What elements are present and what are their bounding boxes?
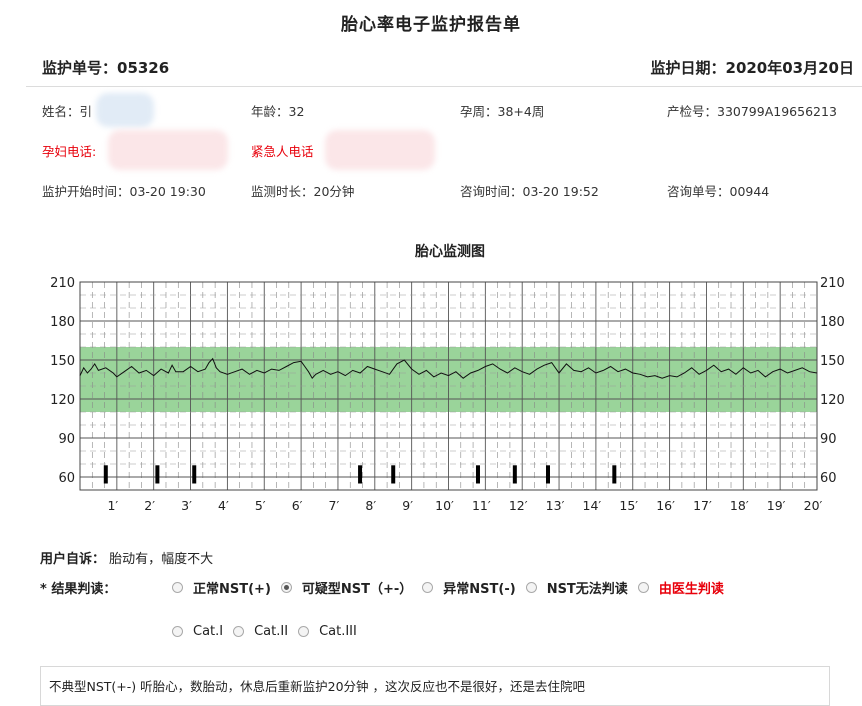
x-tick-label: 3′ [181, 498, 192, 513]
radio-button[interactable] [172, 582, 183, 593]
category-option[interactable]: Cat.II [233, 624, 288, 639]
x-tick-label: 9′ [402, 498, 413, 513]
patient-name: 姓名：引 [42, 101, 92, 120]
chart-frame [79, 281, 818, 491]
x-tick-label: 20′ [804, 498, 823, 513]
monitor-order-number: 监护单号：05326 [42, 59, 170, 77]
x-tick-label: 1′ [107, 498, 118, 513]
y-tick-label-left: 90 [58, 432, 75, 447]
monitor-duration: 监测时长：20分钟 [251, 184, 355, 199]
result-option-label: 正常NST(+) [193, 582, 271, 597]
complaint-label: 用户自诉： [40, 552, 106, 567]
result-label: * 结果判读： [40, 582, 117, 597]
complaint-text: 胎动有，幅度不大 [109, 552, 214, 567]
y-tick-label-right: 180 [820, 315, 845, 330]
radio-button[interactable] [233, 626, 245, 637]
fetal-heart-chart: 210 210 180 180 150 150 120 120 90 90 60 60 1′ 2′ 3′ 4′… [50, 276, 845, 513]
result-option-label: NST无法判读 [546, 582, 628, 597]
report-title: 胎心率电子监护报告单 [341, 15, 521, 35]
x-tick-label: 13′ [546, 498, 565, 513]
result-option-label: 由医生判读 [658, 582, 724, 597]
x-tick-label: 4′ [218, 498, 229, 513]
x-tick-label: 10′ [435, 498, 454, 513]
y-tick-label-right: 90 [820, 432, 837, 447]
y-tick-label-left: 150 [50, 354, 75, 369]
fetal-movement-mark [358, 465, 363, 484]
result-option[interactable]: 正常NST(+) [172, 578, 271, 597]
x-tick-label: 2′ [144, 498, 155, 513]
user-complaint: 用户自诉： 胎动有，幅度不大 [40, 548, 213, 567]
fetal-movement-mark [391, 465, 396, 484]
x-tick-label: 18′ [730, 498, 749, 513]
monitor-date: 监护日期：2020年03月20日 [650, 59, 855, 77]
x-tick-label: 5′ [255, 498, 266, 513]
doctor-note[interactable]: 不典型NST(+-) 听胎心，数胎动，休息后重新监护20分钟 ，这次反应也不是很… [40, 666, 830, 706]
category-options: Cat.I Cat.II Cat.III [172, 624, 357, 639]
result-option-label: 异常NST(-) [443, 582, 516, 597]
x-tick-label: 17′ [693, 498, 712, 513]
x-tick-label: 7′ [329, 498, 340, 513]
radio-button[interactable] [422, 582, 434, 593]
radio-button[interactable] [280, 582, 292, 593]
y-tick-label-left: 60 [58, 471, 75, 486]
x-tick-label: 11′ [472, 498, 491, 513]
gestational-week: 孕周：38+4周 [460, 104, 545, 119]
fetal-movement-mark [155, 465, 160, 484]
category-option[interactable]: Cat.I [172, 624, 223, 639]
category-option[interactable]: Cat.III [298, 624, 357, 639]
y-tick-label-right: 60 [820, 471, 837, 486]
result-options: 正常NST(+) 可疑型NST（+-） 异常NST(-) NST无法判读 由医生判读 [172, 578, 724, 597]
fetal-movement-mark [512, 465, 517, 484]
category-option-label: Cat.III [319, 624, 357, 639]
consult-number: 咨询单号：00944 [667, 184, 770, 199]
header-divider [26, 86, 862, 87]
result-option-label: 可疑型NST（+-） [301, 582, 413, 597]
privacy-blur-phone [108, 130, 228, 170]
privacy-blur-emergency [325, 130, 435, 170]
fetal-movement-mark [612, 465, 617, 484]
y-tick-label-left: 120 [50, 393, 75, 408]
radio-button[interactable] [525, 582, 537, 593]
result-option[interactable]: NST无法判读 [525, 578, 628, 597]
result-option[interactable]: 异常NST(-) [422, 578, 516, 597]
fetal-heart-rate-line [79, 357, 818, 380]
patient-phone-label: 孕妇电话: [42, 144, 97, 159]
consult-time: 咨询时间：03-20 19:52 [460, 184, 599, 199]
radio-button[interactable] [637, 582, 649, 593]
result-option[interactable]: 可疑型NST（+-） [280, 578, 413, 597]
fetal-movement-mark [192, 465, 197, 484]
x-tick-label: 19′ [767, 498, 786, 513]
monitor-start-time: 监护开始时间：03-20 19:30 [42, 184, 206, 199]
category-option-label: Cat.I [193, 624, 224, 639]
patient-age: 年龄：32 [251, 104, 305, 119]
radio-button[interactable] [172, 626, 183, 637]
y-tick-label-left: 180 [50, 315, 75, 330]
x-tick-label: 6′ [292, 498, 303, 513]
chart-title: 胎心监测图 [415, 244, 485, 260]
result-option[interactable]: 由医生判读 [637, 578, 724, 597]
category-option-label: Cat.II [254, 624, 289, 639]
x-tick-label: 15′ [619, 498, 638, 513]
name-label: 姓名： [42, 104, 80, 119]
y-tick-label-right: 150 [820, 354, 845, 369]
fetal-movement-mark [103, 465, 108, 484]
prenatal-exam-number: 产检号：330799A19656213 [667, 104, 837, 119]
x-tick-label: 16′ [656, 498, 675, 513]
x-tick-label: 12′ [509, 498, 528, 513]
fetal-movement-mark [475, 465, 480, 484]
x-tick-label: 14′ [583, 498, 602, 513]
fetal-movement-mark [545, 465, 550, 484]
x-tick-label: 8′ [365, 498, 376, 513]
y-tick-label-right: 120 [820, 393, 845, 408]
y-tick-label-left: 210 [50, 276, 75, 291]
privacy-blur-name [96, 93, 154, 127]
emergency-contact-label: 紧急人电话 [251, 144, 314, 159]
radio-button[interactable] [298, 626, 310, 637]
name-value: 引 [79, 104, 93, 119]
y-tick-label-right: 210 [820, 276, 845, 291]
